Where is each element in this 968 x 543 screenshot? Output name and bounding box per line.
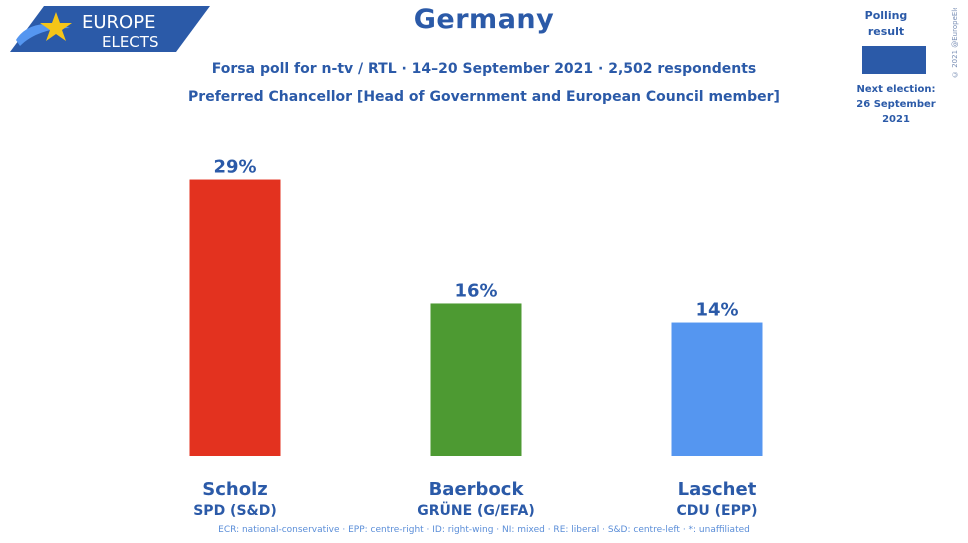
next-election-label: Next election: [856,84,936,95]
europe-elects-logo: EUROPE ELECTS [10,6,210,52]
poll-subtitle: Forsa poll for n-tv / RTL · 14–20 Septem… [211,61,757,77]
star-icon [40,12,72,41]
legend-label: Polling result [846,8,926,40]
bar-laschet [671,322,763,456]
next-election-date: 26 September 2021 [856,99,936,125]
footer-legend: ECR: national-conservative · EPP: centre… [218,525,750,535]
legend-label-line1: Polling [864,9,908,22]
bar-scholz [189,179,281,457]
logo-banner [10,6,210,52]
party-label: CDU (EPP) [676,503,757,519]
next-election-info: Next election: 26 September 2021 [846,82,946,127]
chart-title: Germany [413,4,555,35]
category-label: Baerbock [429,479,525,500]
party-label: GRÜNE (G/EFA) [417,501,535,519]
poll-question: Preferred Chancellor [Head of Government… [188,89,780,105]
data-label: 29% [213,157,256,178]
legend-swatch [862,46,926,74]
category-label: Scholz [202,479,267,500]
data-label: 16% [454,280,497,301]
logo-text-europe: EUROPE [82,12,155,33]
logo-text-elects: ELECTS [102,33,158,51]
logo-swoosh [16,24,70,46]
bar-baerbock [430,303,522,456]
category-label: Laschet [678,479,757,500]
party-label: SPD (S&D) [193,503,277,519]
data-label: 14% [695,300,738,321]
legend-label-line2: result [867,25,905,38]
